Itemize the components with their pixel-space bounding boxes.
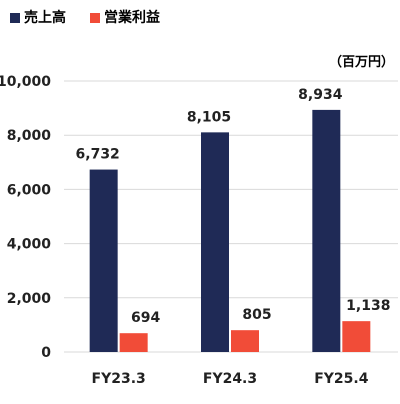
bar-sales [312,109,341,352]
y-tick-label: 10,000 [0,74,51,90]
bar-sales [89,169,118,352]
legend-swatch-sales [10,13,20,23]
y-tick-label: 4,000 [7,237,52,253]
value-label: 8,934 [298,87,343,103]
legend-label-sales: 売上高 [24,9,66,26]
value-label: 805 [242,307,271,323]
x-tick-label: FY23.3 [92,371,146,387]
x-tick-label: FY25.4 [314,371,369,387]
value-label: 8,105 [187,109,231,125]
legend-label-operating-profit: 営業利益 [104,9,160,26]
bar-operating-profit [231,330,259,352]
bar-operating-profit [342,321,371,352]
legend-swatch-operating-profit [90,13,100,23]
y-tick-label: 8,000 [7,128,52,144]
bars [89,109,371,352]
bar-operating-profit [119,333,148,352]
value-label: 1,138 [346,298,390,314]
value-labels: 6,732 694 8,105 805 8,934 1,138 [76,87,391,326]
y-tick-label: 6,000 [7,182,52,198]
y-tick-label: 0 [41,345,51,361]
x-axis-tick-labels: FY23.3 FY24.3 FY25.4 [92,371,369,387]
legend: 売上高 営業利益 [10,9,160,26]
unit-label: （百万円） [329,54,394,70]
y-axis-tick-labels: 0 2,000 4,000 6,000 8,000 10,000 [0,74,51,361]
value-label: 6,732 [76,147,120,163]
y-tick-label: 2,000 [7,291,52,307]
bar-sales [201,132,229,352]
value-label: 694 [131,310,160,326]
x-tick-label: FY24.3 [203,371,257,387]
